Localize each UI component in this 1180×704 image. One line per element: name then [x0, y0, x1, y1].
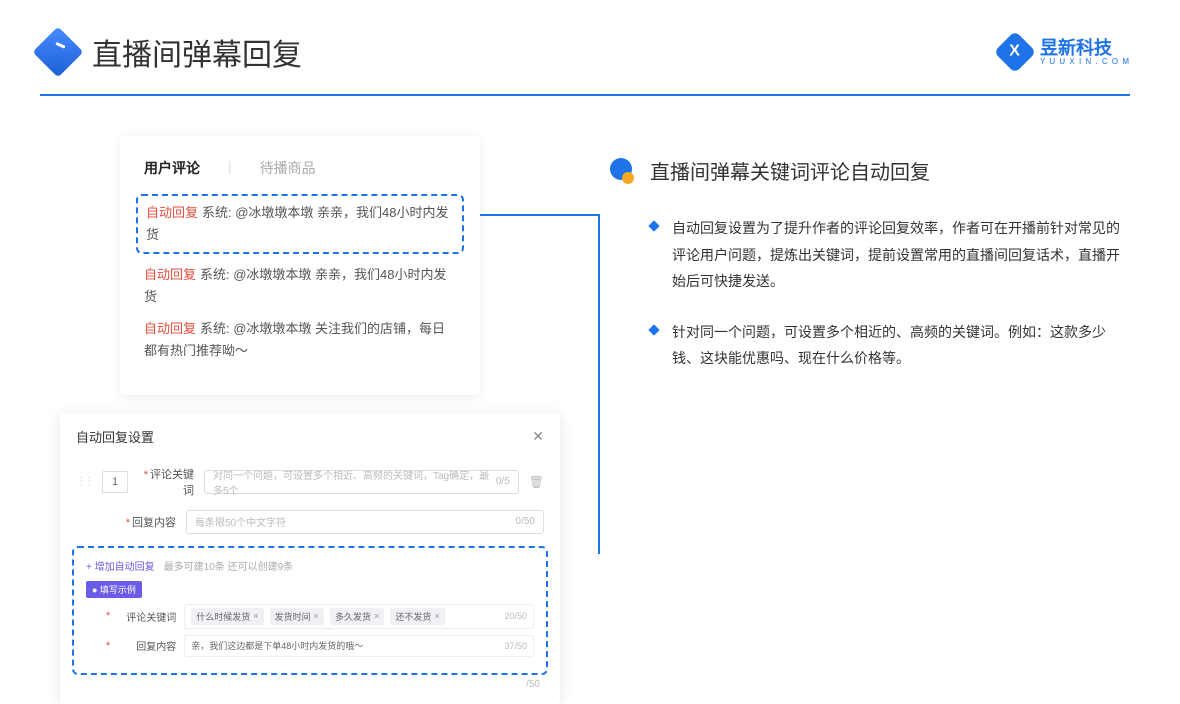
settings-title: 自动回复设置	[76, 427, 154, 446]
keyword-row: ⋮⋮ 1 *评论关键词 对同一个问题，可设置多个相近、高频的关键词，Tag确定，…	[76, 466, 544, 498]
bullet-item: 针对同一个问题，可设置多个相近的、高频的关键词。例如：这款多少钱、这块能优惠吗、…	[650, 319, 1130, 372]
drag-handle-icon[interactable]: ⋮⋮	[76, 476, 92, 487]
auto-reply-tag: 自动回复	[144, 321, 196, 336]
chip[interactable]: 什么时候发货×	[191, 608, 263, 625]
index-box: 1	[102, 471, 128, 493]
brand-sub: Y U U X I N . C O M	[1040, 57, 1130, 66]
chip[interactable]: 发货时间×	[270, 608, 324, 625]
auto-reply-tag: 自动回复	[146, 205, 198, 220]
add-note: 最多可建10条 还可以创建9条	[164, 562, 293, 573]
comment-row: 自动回复系统: @冰墩墩本墩 亲亲，我们48小时内发货	[144, 264, 456, 308]
keyword-label: *评论关键词	[138, 466, 194, 498]
add-reply-link[interactable]: + 增加自动回复	[86, 562, 155, 573]
comment-row: 自动回复系统: @冰墩墩本墩 关注我们的店铺，每日都有热门推荐呦～	[144, 318, 456, 362]
keyword-input[interactable]: 对同一个问题，可设置多个相近、高频的关键词，Tag确定，最多5个 0/5	[204, 470, 519, 494]
example-badge: ● 填写示例	[86, 581, 142, 598]
highlighted-comment: 自动回复系统: @冰墩墩本墩 亲亲，我们48小时内发货	[136, 194, 464, 254]
comment-tabs: 用户评论 | 待播商品	[144, 158, 456, 178]
section-heading: 直播间弹幕关键词评论自动回复	[610, 156, 1130, 185]
chip[interactable]: 多久发货×	[330, 608, 384, 625]
comment-row: 自动回复系统: @冰墩墩本墩 亲亲，我们48小时内发货	[146, 202, 454, 246]
tab-products[interactable]: 待播商品	[260, 158, 316, 178]
example-box: + 增加自动回复 最多可建10条 还可以创建9条 ● 填写示例 * 评论关键词 …	[72, 546, 548, 675]
bullet-item: 自动回复设置为了提升作者的评论回复效率，作者可在开播前针对常见的评论用户问题，提…	[650, 215, 1130, 295]
ex-kw-label: 评论关键词	[120, 609, 176, 624]
brand-logo: 昱新科技 Y U U X I N . C O M	[1000, 37, 1130, 67]
comment-card: 用户评论 | 待播商品 自动回复系统: @冰墩墩本墩 亲亲，我们48小时内发货 …	[120, 136, 480, 395]
auto-reply-tag: 自动回复	[144, 267, 196, 282]
content-label: *回复内容	[120, 514, 176, 530]
ex-kw-input[interactable]: 什么时候发货× 发货时间× 多久发货× 还不发货× 20/50	[184, 604, 534, 629]
ex-content-label: 回复内容	[120, 638, 176, 653]
connector-line	[480, 214, 600, 554]
bubble-icon	[610, 158, 636, 184]
tab-user-comments[interactable]: 用户评论	[144, 158, 200, 178]
outer-count: /50	[76, 679, 540, 690]
cube-icon	[33, 27, 84, 78]
diamond-icon	[648, 220, 659, 231]
diamond-icon	[648, 324, 659, 335]
right-column: 直播间弹幕关键词评论自动回复 自动回复设置为了提升作者的评论回复效率，作者可在开…	[610, 136, 1130, 704]
section-title: 直播间弹幕关键词评论自动回复	[650, 156, 930, 185]
example-keyword-row: * 评论关键词 什么时候发货× 发货时间× 多久发货× 还不发货× 20/50	[86, 604, 534, 629]
brand-icon	[994, 31, 1036, 73]
ex-content-input[interactable]: 亲，我们这边都是下单48小时内发货的哦～ 37/50	[184, 635, 534, 657]
brand-name: 昱新科技	[1040, 39, 1130, 57]
example-content-row: * 回复内容 亲，我们这边都是下单48小时内发货的哦～ 37/50	[86, 635, 534, 657]
left-column: 用户评论 | 待播商品 自动回复系统: @冰墩墩本墩 亲亲，我们48小时内发货 …	[60, 136, 560, 704]
page-title: 直播间弹幕回复	[92, 30, 302, 74]
chip[interactable]: 还不发货×	[390, 608, 444, 625]
page-header: 直播间弹幕回复 昱新科技 Y U U X I N . C O M	[0, 0, 1180, 74]
